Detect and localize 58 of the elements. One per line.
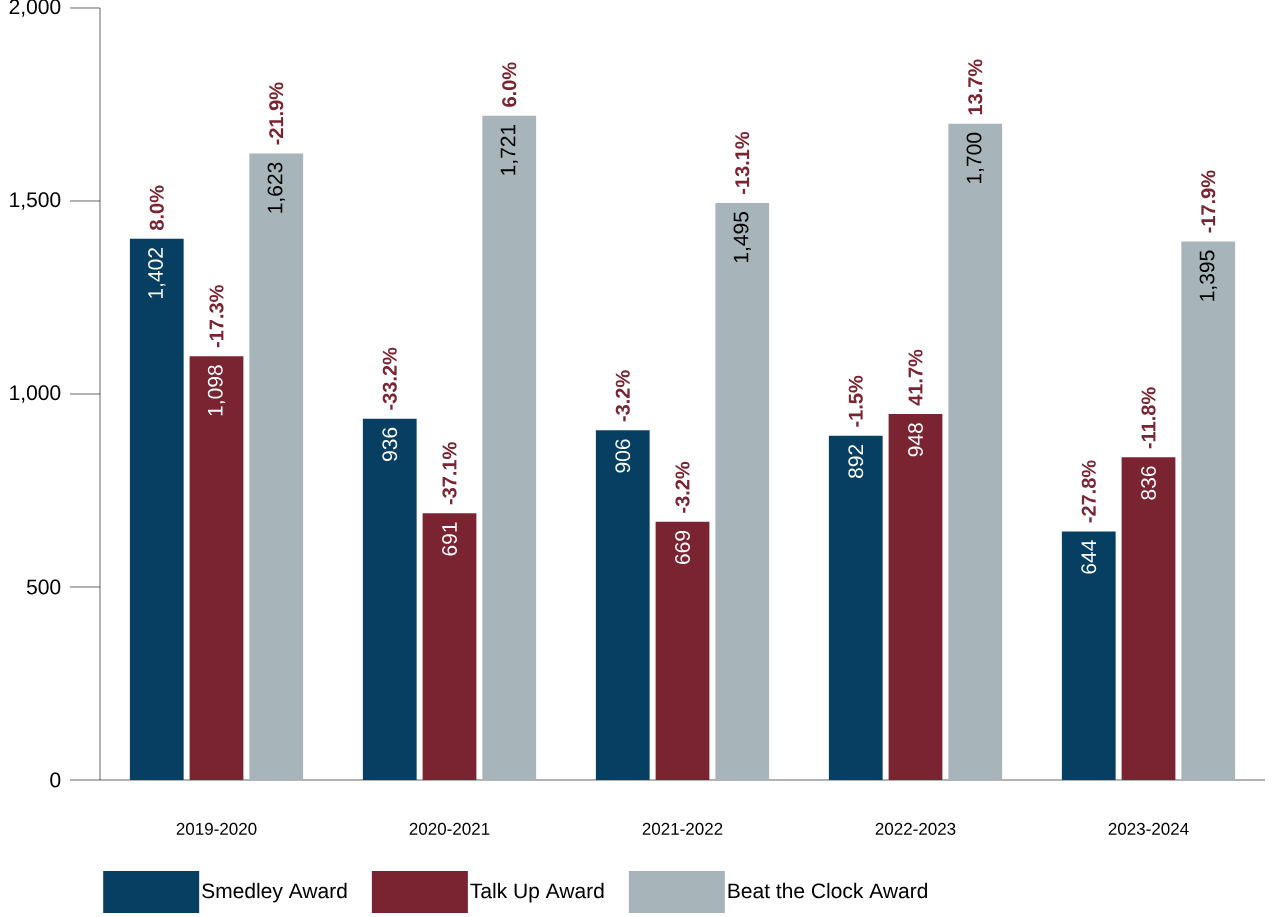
bar	[828, 435, 883, 780]
legend-label: Talk Up Award	[470, 882, 604, 903]
y-tick-label: 1,500	[10, 192, 61, 210]
annotation: 41.7%	[908, 349, 923, 406]
bar	[655, 521, 710, 780]
annotation: -1.5%	[848, 375, 863, 427]
annotation: -17.3%	[209, 285, 224, 348]
x-tick-label: 2019-2020	[176, 822, 257, 835]
legend-label: Beat the Clock Award	[728, 882, 928, 899]
y-tick-label: 500	[26, 579, 61, 595]
bar	[715, 202, 770, 780]
y-tick-label: 0	[50, 772, 61, 788]
bar	[1061, 531, 1116, 780]
data-label: 1,495	[733, 212, 751, 263]
bar	[189, 356, 244, 780]
annotation: -17.9%	[1201, 170, 1216, 233]
bar	[249, 153, 304, 780]
annotation: 8.0%	[149, 185, 164, 230]
bar	[595, 430, 650, 780]
data-label: 906	[615, 439, 631, 473]
annotation: -33.2%	[382, 347, 397, 410]
bar	[1121, 457, 1176, 780]
annotation: 6.0%	[502, 62, 517, 107]
data-label: 1,623	[267, 162, 285, 213]
bar	[482, 115, 537, 780]
annotation: -3.2%	[675, 461, 690, 513]
data-label: 892	[848, 444, 864, 479]
annotation: -3.2%	[615, 370, 630, 422]
annotation: -21.9%	[269, 82, 284, 145]
x-tick-label: 2021-2022	[642, 822, 723, 835]
data-label: 1,721	[500, 124, 518, 175]
data-label: 1,098	[207, 365, 226, 416]
x-tick-label: 2022-2023	[875, 822, 956, 835]
annotation: -27.8%	[1081, 460, 1096, 523]
bar	[362, 418, 417, 780]
y-tick-label: 1,000	[10, 385, 61, 403]
data-label: 836	[1141, 466, 1156, 500]
data-label: 948	[908, 423, 923, 457]
data-label: 936	[382, 427, 398, 461]
x-tick-label: 2023-2024	[1108, 822, 1189, 835]
data-label: 644	[1081, 540, 1097, 574]
annotation: -11.8%	[1141, 387, 1156, 449]
bar	[948, 123, 1003, 780]
data-label: 1,395	[1199, 250, 1217, 301]
x-tick-label: 2020-2021	[409, 822, 490, 835]
data-label: 1,402	[148, 248, 166, 298]
data-label: 691	[442, 522, 457, 556]
bar	[888, 414, 943, 780]
annotation: -13.1%	[735, 131, 750, 194]
bar	[129, 238, 184, 780]
legend-label: Smedley Award	[202, 882, 347, 903]
y-tick-label: 2,000	[9, 0, 61, 17]
annotation: -37.1%	[442, 442, 457, 505]
data-label: 1,700	[966, 132, 984, 183]
bar	[422, 513, 477, 780]
annotation: 13.7%	[968, 59, 983, 115]
bar	[1181, 241, 1236, 780]
data-label: 669	[675, 530, 690, 564]
